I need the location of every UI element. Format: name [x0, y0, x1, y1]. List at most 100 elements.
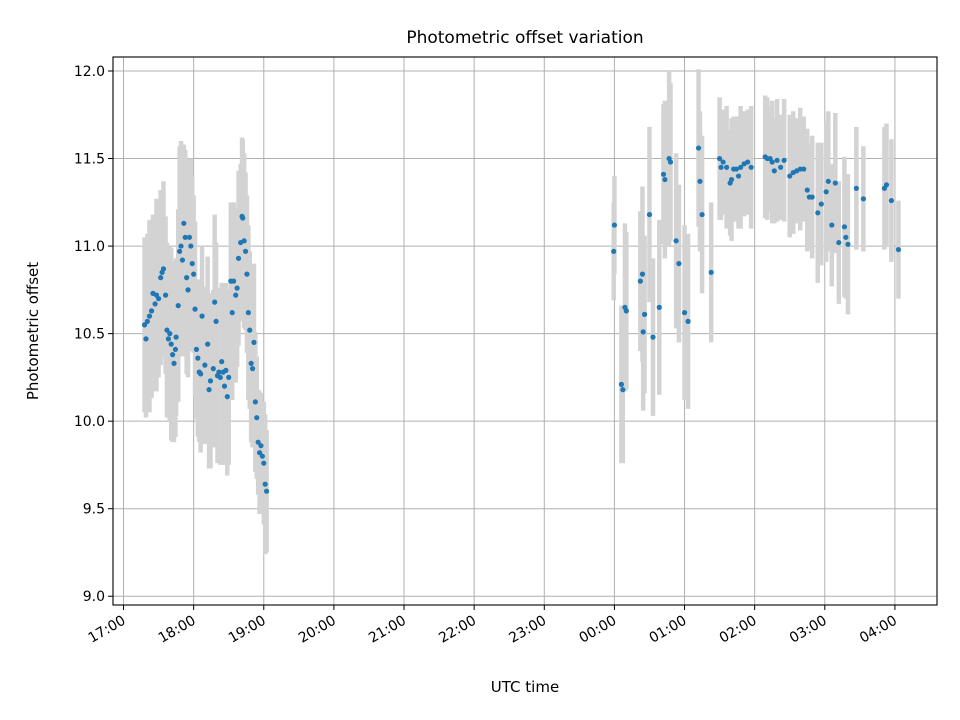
data-point: [205, 341, 211, 347]
data-point: [152, 301, 158, 307]
y-axis-ticks: 9.0 9.5 10.0 10.5 11.0 11.5 12.0: [74, 64, 113, 605]
data-point: [774, 157, 780, 163]
data-point: [165, 336, 172, 342]
data-point: [198, 371, 204, 377]
data-point: [823, 189, 829, 195]
data-point: [217, 374, 223, 380]
data-point: [171, 360, 177, 366]
data-point: [164, 327, 170, 333]
data-point: [213, 318, 219, 324]
y-tick-label: 11.5: [74, 152, 105, 168]
y-tick-label: 10.5: [74, 327, 105, 343]
data-point: [186, 234, 193, 240]
data-point: [179, 257, 186, 263]
data-point: [809, 194, 815, 200]
data-point: [662, 176, 668, 183]
data-point: [748, 164, 754, 170]
data-point: [178, 243, 184, 249]
chart-title: Photometric offset variation: [406, 28, 643, 48]
data-point: [673, 238, 679, 244]
data-point: [845, 241, 851, 247]
data-point: [216, 369, 222, 375]
data-point: [202, 362, 208, 368]
data-point: [815, 210, 821, 216]
data-point: [234, 285, 240, 291]
data-point: [720, 159, 726, 165]
data-point: [229, 310, 235, 316]
data-point: [248, 360, 254, 366]
data-point: [724, 164, 730, 170]
y-tick-label: 9.5: [83, 502, 105, 518]
data-point: [708, 269, 714, 275]
data-point: [252, 399, 258, 405]
data-point: [143, 336, 149, 342]
data-point: [210, 366, 216, 372]
data-point: [172, 346, 179, 352]
data-point: [829, 222, 835, 228]
data-point: [620, 387, 626, 393]
data-point: [148, 308, 155, 314]
data-point: [699, 211, 705, 218]
data-point: [778, 164, 784, 170]
data-point: [618, 381, 625, 387]
data-point: [787, 173, 793, 179]
data-point: [639, 271, 646, 277]
data-point: [832, 180, 838, 186]
data-points: [141, 145, 902, 494]
data-point: [641, 311, 648, 317]
data-point: [646, 211, 653, 218]
data-point: [235, 255, 242, 261]
data-point: [146, 313, 153, 319]
data-point: [738, 164, 744, 170]
data-point: [650, 334, 656, 340]
data-point: [660, 171, 667, 177]
data-point: [883, 182, 890, 188]
data-point: [251, 339, 257, 345]
data-point: [206, 387, 212, 393]
data-point: [769, 159, 775, 165]
data-point: [160, 266, 167, 272]
data-point: [836, 239, 842, 246]
data-point: [144, 318, 150, 324]
data-point: [888, 197, 895, 204]
data-point: [155, 296, 162, 302]
data-point: [219, 359, 225, 365]
data-point: [735, 173, 742, 179]
data-point: [170, 352, 176, 358]
data-point: [244, 271, 250, 277]
data-point: [195, 355, 201, 361]
data-point: [263, 488, 270, 494]
data-point: [223, 367, 229, 373]
y-axis-label: Photometric offset: [24, 262, 42, 400]
data-point: [224, 394, 230, 400]
data-point: [221, 383, 228, 389]
data-point: [254, 415, 260, 421]
data-point: [667, 159, 674, 165]
data-point: [184, 275, 190, 281]
data-point: [841, 224, 848, 230]
data-point: [745, 159, 751, 165]
data-point: [167, 331, 173, 337]
data-point: [177, 248, 183, 254]
data-point: [697, 178, 703, 184]
data-point: [162, 292, 169, 298]
data-point: [781, 157, 787, 163]
data-point: [226, 374, 232, 380]
data-point: [181, 220, 187, 226]
data-point: [262, 481, 268, 487]
data-point: [818, 201, 824, 207]
data-point: [611, 248, 617, 254]
data-point: [860, 196, 866, 202]
data-point: [175, 303, 181, 309]
data-point: [728, 176, 735, 183]
data-point: [255, 439, 261, 445]
data-point: [247, 327, 253, 333]
y-tick-label: 9.0: [83, 589, 105, 605]
data-point: [261, 460, 267, 466]
y-tick-label: 11.0: [74, 239, 105, 255]
data-point: [185, 287, 191, 293]
x-axis-label: UTC time: [491, 678, 559, 696]
data-point: [207, 378, 214, 384]
data-point: [681, 310, 688, 316]
